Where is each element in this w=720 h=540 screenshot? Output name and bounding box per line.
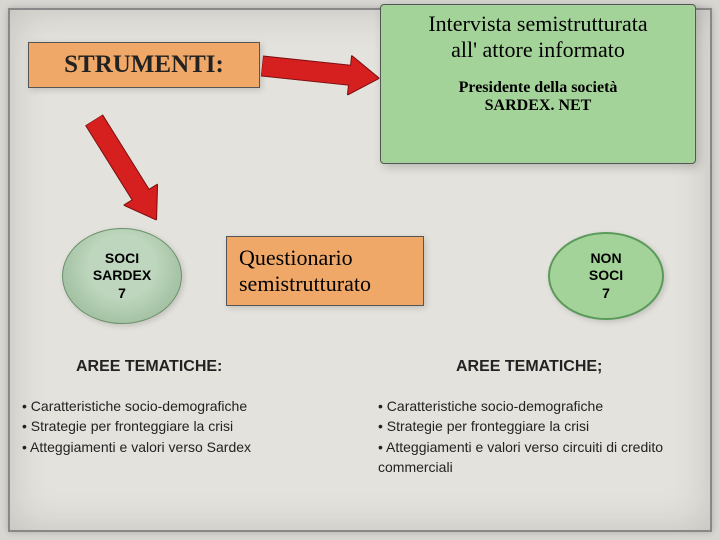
green-card: Intervista semistrutturata all' attore i… — [380, 4, 696, 164]
ellipse-left-l2: SARDEX — [93, 267, 151, 285]
green-sub2: SARDEX. NET — [485, 97, 592, 115]
green-sub1: Presidente della società — [459, 79, 618, 97]
bullets-left: • Caratteristiche socio-demografiche• St… — [22, 396, 352, 457]
bullets-right: • Caratteristiche socio-demografiche• St… — [378, 396, 708, 477]
ellipse-left-l3: 7 — [118, 285, 126, 303]
ellipse-nonsoci: NON SOCI 7 — [548, 232, 664, 320]
bullet-item: • Caratteristiche socio-demografiche — [22, 396, 352, 416]
ellipse-left-l1: SOCI — [105, 250, 139, 268]
bullet-item: • Atteggiamenti e valori verso Sardex — [22, 437, 352, 457]
title-text: STRUMENTI: — [64, 51, 224, 79]
ellipse-soci: SOCI SARDEX 7 — [62, 228, 182, 324]
questionario-box: Questionario semistrutturato — [226, 236, 424, 306]
bullet-item: • Strategie per fronteggiare la crisi — [378, 416, 708, 436]
quest-l1: Questionario — [239, 245, 353, 271]
ellipse-right-l2: SOCI — [589, 267, 623, 285]
ellipse-right-l3: 7 — [602, 285, 610, 303]
bullet-item: • Strategie per fronteggiare la crisi — [22, 416, 352, 436]
area-heading-right: AREE TEMATICHE; — [456, 358, 602, 376]
bullet-item: • Atteggiamenti e valori verso circuiti … — [378, 437, 708, 478]
green-line1: Intervista semistrutturata — [428, 11, 647, 37]
green-line2: all' attore informato — [451, 37, 625, 63]
bullet-item: • Caratteristiche socio-demografiche — [378, 396, 708, 416]
quest-l2: semistrutturato — [239, 271, 371, 297]
title-strumenti: STRUMENTI: — [28, 42, 260, 88]
ellipse-right-l1: NON — [590, 250, 621, 268]
area-heading-left: AREE TEMATICHE: — [76, 358, 222, 376]
